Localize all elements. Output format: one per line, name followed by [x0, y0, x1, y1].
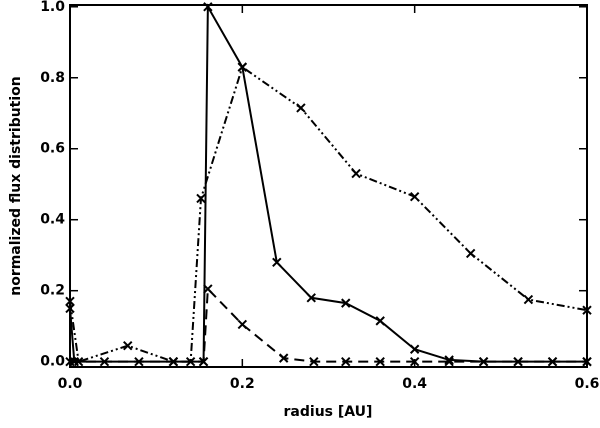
- data-marker: [547, 356, 558, 367]
- data-marker: [409, 356, 420, 367]
- data-marker: [65, 356, 75, 367]
- data-marker: [196, 193, 206, 204]
- data-marker: [168, 356, 179, 367]
- data-marker: [582, 356, 592, 367]
- plot-frame: [69, 4, 588, 368]
- data-marker: [375, 356, 385, 367]
- data-marker: [341, 356, 351, 367]
- data-marker: [351, 168, 361, 179]
- y-tick-label: 0.6: [40, 141, 65, 157]
- data-marker: [341, 298, 351, 308]
- data-marker: [513, 356, 523, 367]
- y-tick-label: 1.0: [40, 0, 65, 15]
- data-marker: [465, 248, 476, 259]
- y-tick-label: 0.0: [40, 354, 65, 370]
- data-marker: [306, 293, 316, 303]
- data-marker: [203, 284, 213, 294]
- data-marker: [444, 356, 454, 367]
- data-marker: [272, 257, 282, 268]
- y-tick-label: 0.4: [40, 212, 65, 228]
- x-tick-label: 0.0: [58, 376, 83, 392]
- x-tick-label: 0.4: [402, 376, 427, 392]
- data-marker: [278, 353, 289, 363]
- data-marker: [198, 356, 209, 367]
- data-marker: [523, 294, 534, 305]
- data-marker: [65, 296, 75, 307]
- y-tick-label: 0.2: [40, 283, 65, 299]
- data-marker: [409, 344, 420, 354]
- data-marker: [237, 62, 248, 72]
- data-marker: [478, 356, 489, 367]
- data-marker: [582, 305, 592, 315]
- x-axis-label: radius [AU]: [284, 404, 373, 420]
- data-line: [69, 65, 588, 363]
- y-axis-label: normalized flux distribution: [8, 76, 24, 296]
- data-marker: [309, 356, 319, 367]
- data-marker: [123, 340, 133, 351]
- data-marker: [65, 303, 75, 314]
- y-tick-label: 0.8: [40, 70, 65, 86]
- data-marker: [237, 319, 248, 330]
- x-tick-label: 0.6: [575, 376, 600, 392]
- data-marker: [409, 191, 420, 202]
- data-marker: [296, 103, 306, 113]
- data-marker: [375, 316, 385, 326]
- x-tick-label: 0.2: [230, 376, 255, 392]
- data-line: [69, 3, 587, 363]
- data-marker: [203, 2, 213, 12]
